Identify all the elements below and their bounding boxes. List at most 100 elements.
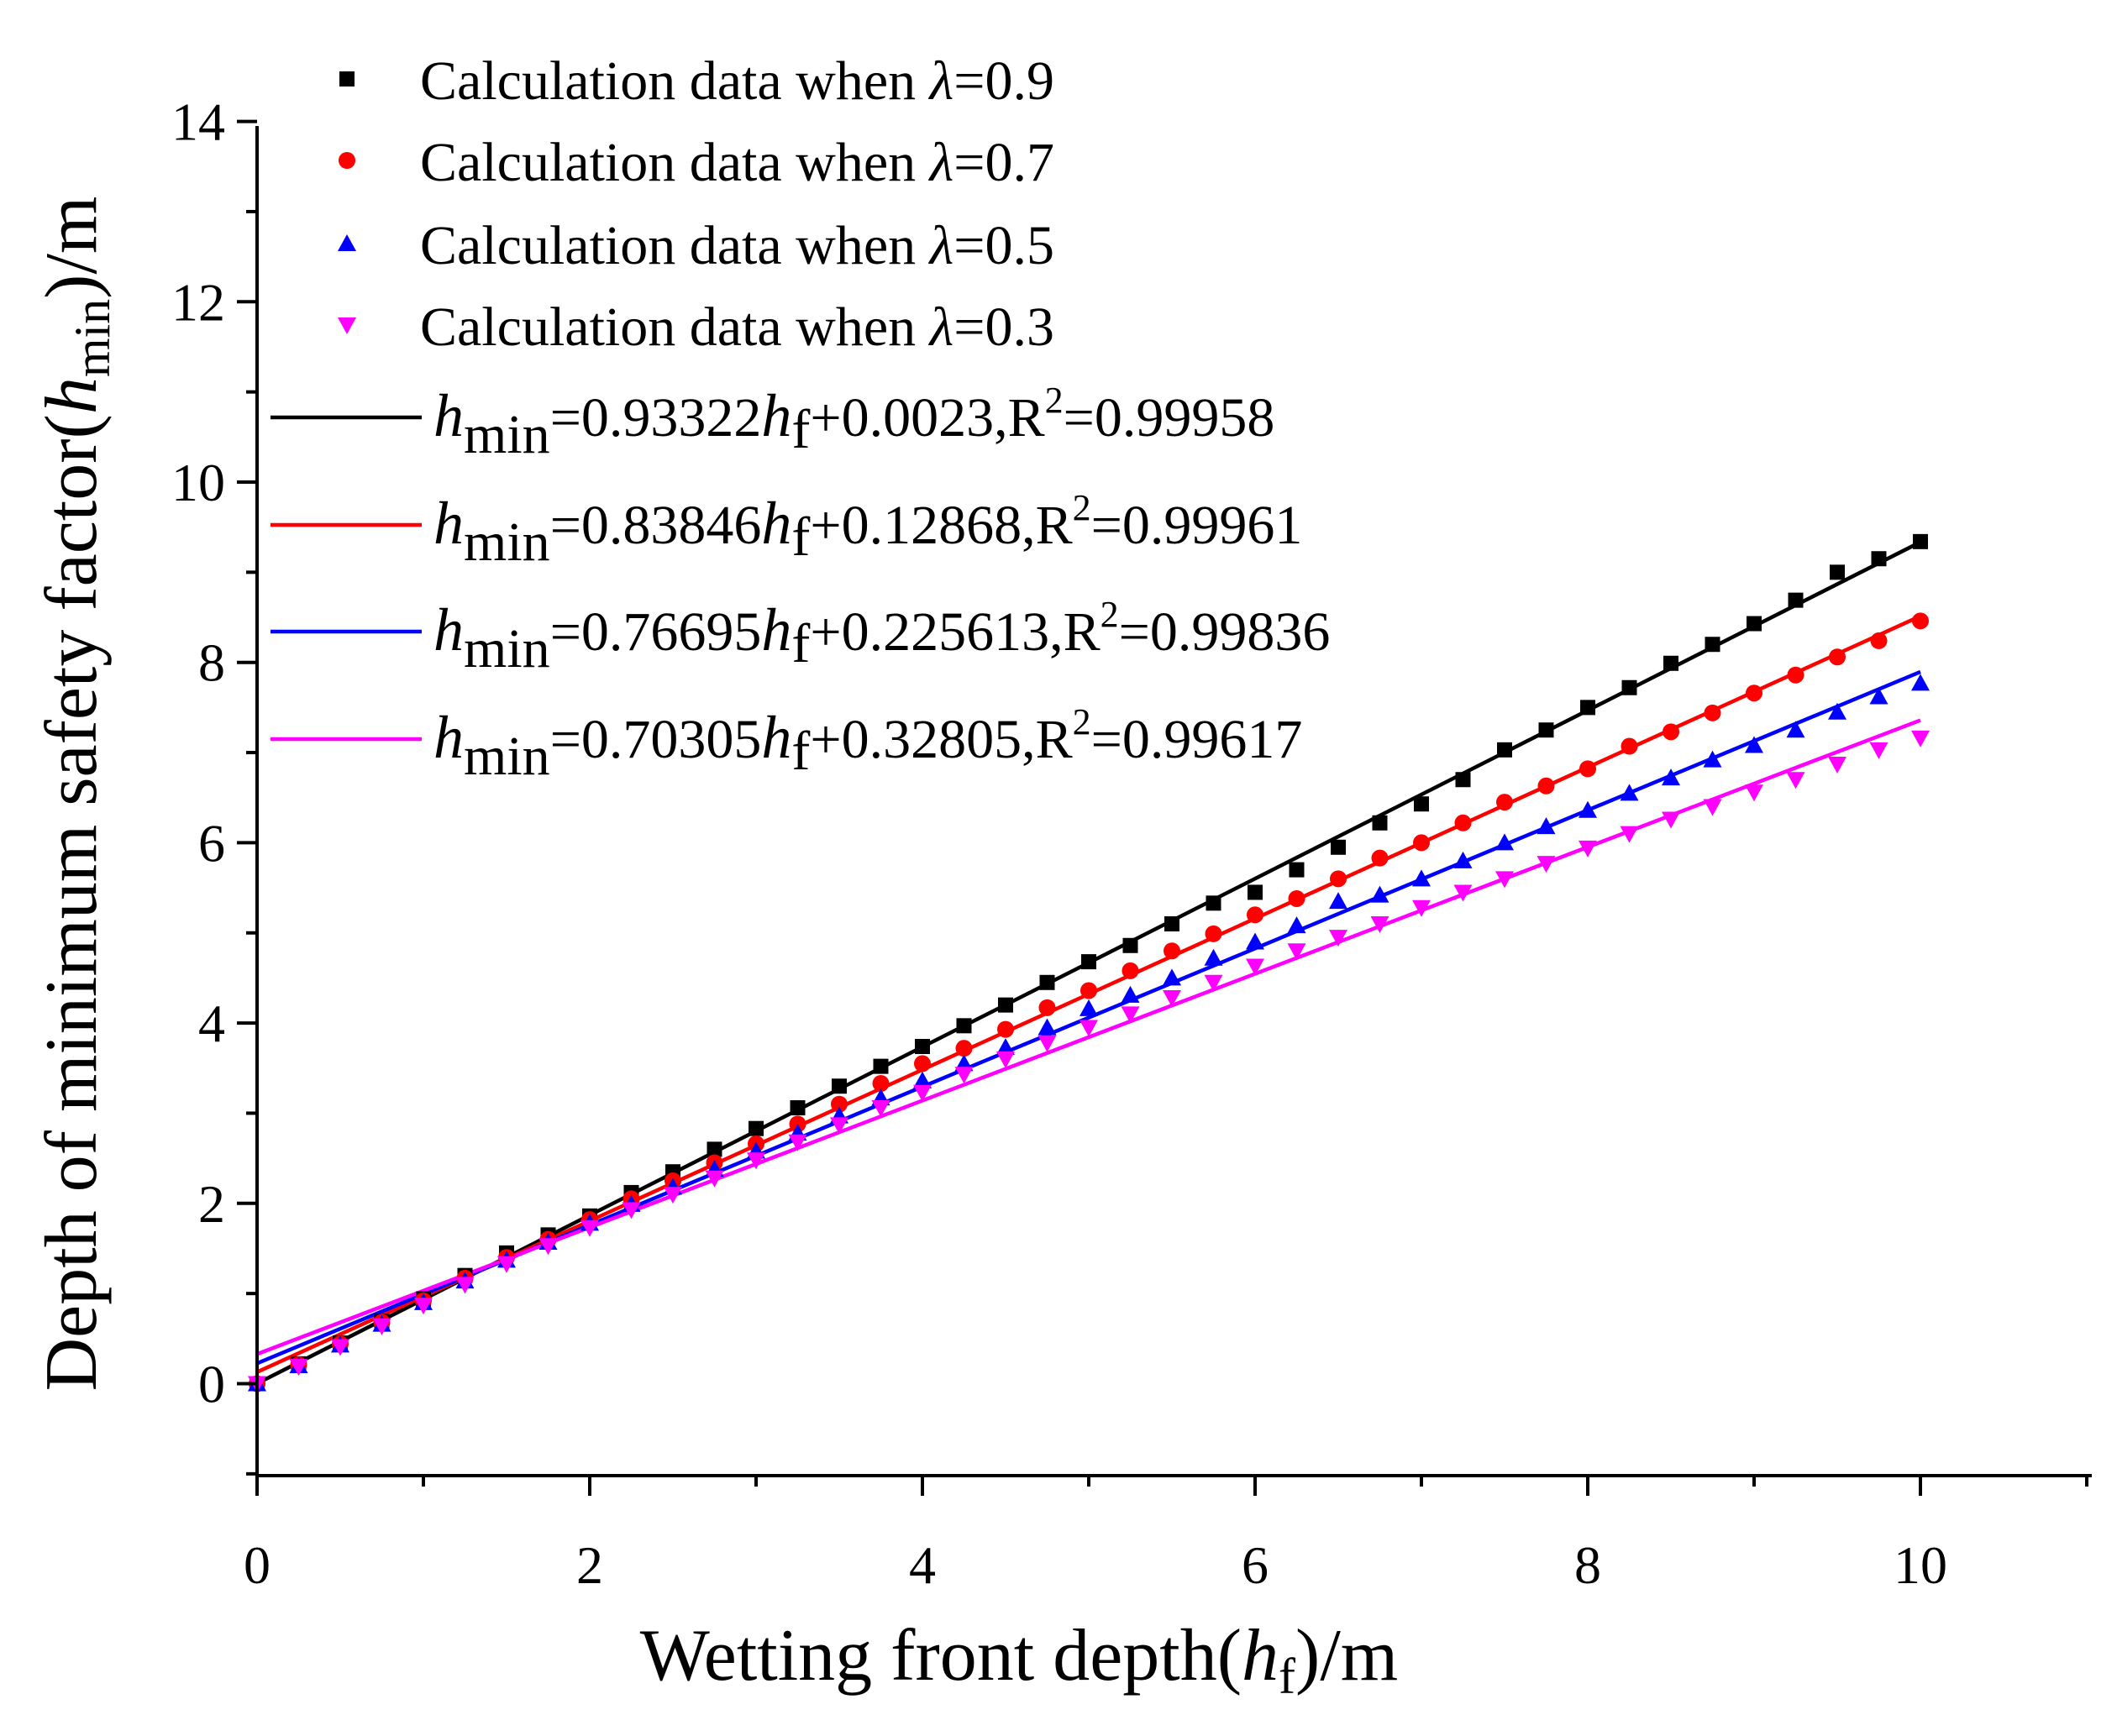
- point-s4-10: [664, 1187, 682, 1204]
- x-tick-label: 10: [1894, 1535, 1947, 1595]
- point-s1-23: [1206, 895, 1221, 911]
- legend-label-4: Calculation data when λ=0.3: [420, 296, 1054, 358]
- point-s4-37: [1786, 772, 1805, 789]
- point-s3-20: [1080, 999, 1098, 1016]
- point-s2-29: [1454, 814, 1472, 831]
- point-s4-20: [1080, 1020, 1098, 1037]
- y-tick-label: 4: [198, 994, 225, 1053]
- x-axis-title: Wetting front depth(hf)/m: [640, 1615, 1398, 1704]
- point-s1-28: [1414, 796, 1429, 812]
- x-tick-label: 8: [1574, 1535, 1601, 1595]
- point-s3-37: [1786, 721, 1805, 738]
- point-s2-22: [1164, 942, 1180, 960]
- point-s4-23: [1204, 974, 1223, 992]
- point-s4-29: [1453, 884, 1473, 902]
- x-tick-label: 6: [1242, 1535, 1269, 1595]
- y-tick-label: 2: [198, 1174, 225, 1234]
- point-s2-23: [1205, 925, 1222, 942]
- point-s2-36: [1746, 684, 1762, 702]
- point-s2-40: [1912, 612, 1929, 630]
- legend-marker-4: [338, 317, 356, 334]
- point-s2-31: [1537, 777, 1555, 795]
- point-s4-30: [1495, 871, 1514, 889]
- point-s1-32: [1580, 700, 1595, 716]
- y-tick-label: 10: [171, 453, 225, 512]
- point-s3-40: [1911, 674, 1930, 691]
- point-s4-3: [372, 1318, 391, 1335]
- point-s4-21: [1121, 1006, 1140, 1024]
- point-s2-33: [1621, 737, 1638, 755]
- point-s1-34: [1663, 655, 1678, 671]
- point-s4-15: [871, 1100, 890, 1118]
- legend-fit-label-3: hmin=0.76695hf+0.225613,R2=0.99836: [433, 594, 1330, 679]
- point-s4-36: [1745, 784, 1763, 802]
- point-s2-21: [1122, 962, 1139, 979]
- legend-marker-2: [339, 152, 355, 169]
- point-s2-32: [1579, 760, 1596, 778]
- point-s1-37: [1788, 592, 1804, 608]
- y-tick-label: 8: [198, 633, 225, 693]
- point-s3-27: [1370, 885, 1389, 903]
- point-s2-14: [831, 1095, 848, 1113]
- point-s4-7: [538, 1238, 558, 1256]
- point-s1-39: [1871, 551, 1887, 567]
- point-s4-1: [289, 1359, 308, 1377]
- point-s1-27: [1372, 815, 1388, 831]
- legend-label-1: Calculation data when λ=0.9: [420, 50, 1054, 112]
- point-s1-24: [1248, 884, 1263, 900]
- point-s3-32: [1579, 800, 1597, 818]
- point-s4-17: [954, 1067, 974, 1084]
- point-s2-18: [997, 1020, 1014, 1038]
- point-s4-13: [788, 1134, 807, 1151]
- point-s1-25: [1289, 862, 1305, 878]
- point-s4-8: [580, 1219, 599, 1237]
- point-s2-25: [1288, 889, 1305, 907]
- point-s3-18: [996, 1038, 1015, 1056]
- legend-fit-label-4: hmin=0.70305hf+0.32805,R2=0.99617: [433, 701, 1302, 787]
- point-s4-34: [1662, 811, 1680, 829]
- point-s1-20: [1081, 954, 1096, 970]
- legend-marker-1: [339, 71, 355, 87]
- point-s4-27: [1370, 916, 1389, 934]
- point-s2-24: [1247, 906, 1263, 924]
- point-s3-38: [1828, 702, 1846, 720]
- point-s4-39: [1869, 742, 1888, 759]
- point-s1-17: [956, 1018, 972, 1034]
- point-s3-23: [1204, 948, 1223, 966]
- point-s3-26: [1329, 892, 1347, 910]
- point-s4-19: [1037, 1035, 1057, 1052]
- point-s1-19: [1039, 974, 1055, 990]
- point-s1-36: [1747, 616, 1762, 632]
- point-s1-30: [1497, 742, 1512, 758]
- point-s4-28: [1412, 899, 1431, 917]
- point-s3-33: [1620, 784, 1639, 801]
- point-s1-15: [873, 1058, 889, 1074]
- fit-line-4: [256, 718, 1921, 1356]
- point-s4-40: [1911, 730, 1930, 747]
- point-s4-12: [747, 1152, 765, 1170]
- point-s4-35: [1703, 799, 1722, 816]
- point-s3-19: [1037, 1018, 1057, 1036]
- point-s1-12: [749, 1120, 764, 1136]
- data-markers: [248, 533, 1930, 1393]
- point-s3-16: [913, 1071, 932, 1088]
- point-s2-20: [1080, 982, 1097, 999]
- point-s4-33: [1620, 826, 1639, 843]
- point-s3-36: [1745, 736, 1763, 753]
- point-s3-28: [1412, 869, 1431, 887]
- point-s2-15: [872, 1075, 890, 1093]
- point-s2-19: [1038, 999, 1056, 1016]
- legend: Calculation data when λ=0.9 Calculation d…: [271, 50, 1330, 787]
- point-s4-32: [1579, 840, 1597, 858]
- y-tick-label: 6: [198, 813, 225, 873]
- point-s4-5: [455, 1277, 475, 1294]
- point-s4-38: [1828, 757, 1846, 774]
- point-s3-34: [1662, 768, 1680, 786]
- point-s1-35: [1705, 637, 1720, 653]
- point-s2-37: [1787, 666, 1804, 684]
- x-tick-label: 2: [576, 1535, 603, 1595]
- point-s2-38: [1829, 648, 1846, 666]
- legend-label-3: Calculation data when λ=0.5: [420, 215, 1054, 276]
- point-s3-25: [1287, 916, 1306, 934]
